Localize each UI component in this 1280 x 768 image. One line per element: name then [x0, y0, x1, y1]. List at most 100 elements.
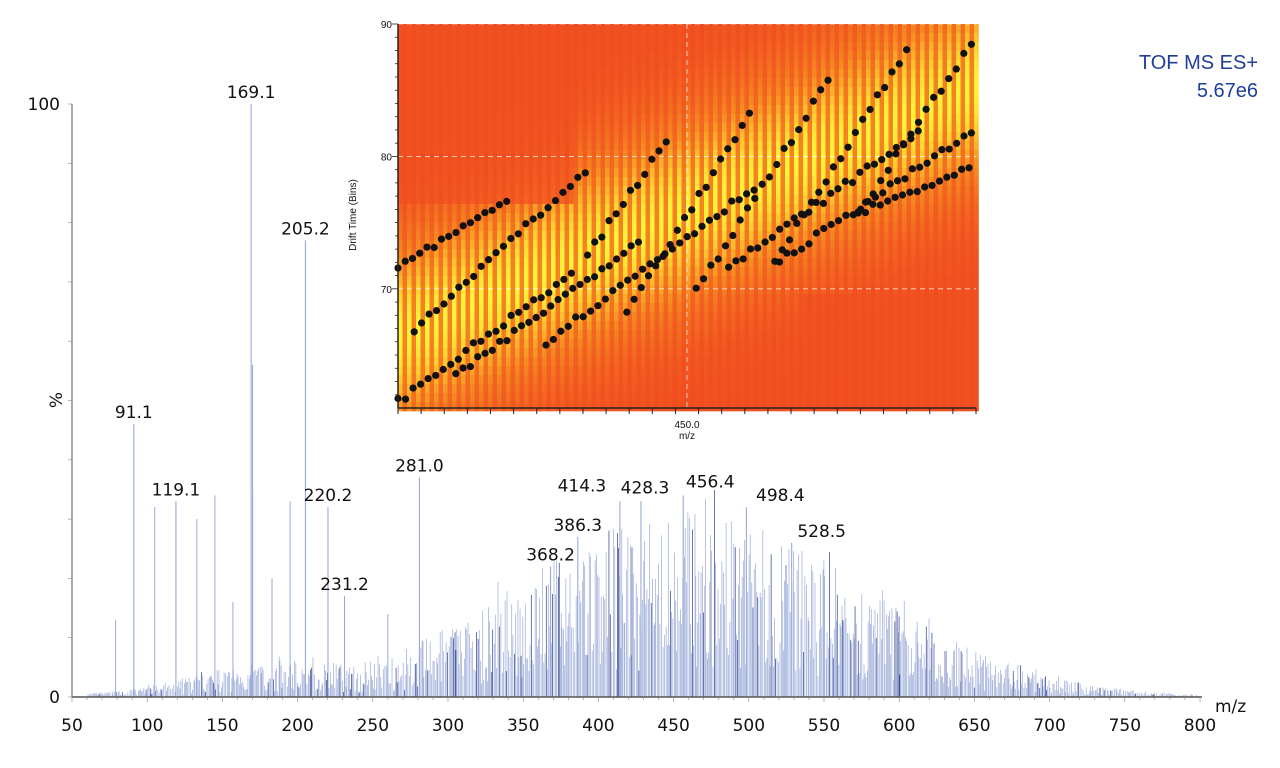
- heatmap-cell: [627, 375, 633, 385]
- heatmap-cell: [627, 42, 633, 52]
- heatmap-cell: [551, 312, 556, 322]
- heatmap-cell: [731, 321, 736, 331]
- heatmap-cell: [762, 168, 768, 178]
- heatmap-cell: [758, 249, 763, 259]
- heatmap-cell: [411, 204, 417, 214]
- heatmap-cell: [744, 393, 750, 403]
- heatmap-cell: [411, 24, 417, 34]
- heatmap-cell: [726, 348, 732, 358]
- heatmap-cell: [762, 60, 768, 70]
- heatmap-cell: [411, 141, 417, 151]
- heatmap-cell: [407, 132, 412, 142]
- heatmap-cell: [614, 114, 619, 124]
- heatmap-cell: [510, 42, 516, 52]
- heatmap-cell: [528, 222, 534, 232]
- heatmap-cell: [780, 393, 786, 403]
- x-tick-label: 600: [883, 716, 915, 736]
- heatmap-cell: [447, 258, 453, 268]
- heatmap-cell: [677, 204, 682, 214]
- heatmap-cell: [573, 240, 579, 250]
- heatmap-cell: [537, 303, 543, 313]
- heatmap-cell: [465, 240, 471, 250]
- heatmap-cell: [582, 150, 588, 160]
- heatmap-cell: [438, 141, 444, 151]
- heatmap-cell: [506, 168, 511, 178]
- heatmap-cell: [645, 168, 651, 178]
- heatmap-cell: [515, 78, 520, 88]
- heatmap-cell: [762, 312, 768, 322]
- heatmap-cell: [510, 339, 516, 349]
- heatmap-cell: [731, 213, 736, 223]
- heatmap-cell: [569, 294, 574, 304]
- heatmap-cell: [677, 96, 682, 106]
- heatmap-cell: [686, 132, 691, 142]
- heatmap-cell: [506, 141, 511, 151]
- heatmap-cell: [447, 96, 453, 106]
- heatmap-cell: [537, 258, 543, 268]
- heatmap-cell: [663, 357, 669, 367]
- heatmap-cell: [690, 105, 696, 115]
- heatmap-cell: [645, 249, 651, 259]
- heatmap-cell: [555, 141, 561, 151]
- heatmap-cell: [578, 285, 583, 295]
- heatmap-cell: [686, 51, 691, 61]
- heatmap-cell: [753, 132, 759, 142]
- heatmap-cell: [411, 249, 417, 259]
- heatmap-cell: [425, 114, 430, 124]
- heatmap-cell: [762, 177, 768, 187]
- heatmap-cell: [659, 294, 664, 304]
- heatmap-cell: [636, 321, 642, 331]
- heatmap-cell: [771, 195, 777, 205]
- heatmap-cell: [735, 33, 741, 43]
- heatmap-cell: [650, 267, 655, 277]
- heatmap-cell: [798, 132, 804, 142]
- heatmap-cell: [591, 159, 597, 169]
- heatmap-cell: [618, 222, 624, 232]
- heatmap-cell: [479, 249, 484, 259]
- heatmap-cell: [623, 402, 628, 412]
- heatmap-cell: [627, 339, 633, 349]
- heatmap-cell: [443, 213, 448, 223]
- heatmap-cell: [537, 285, 543, 295]
- heatmap-cell: [452, 213, 457, 223]
- heatmap-cell: [533, 123, 538, 133]
- heatmap-cell: [668, 348, 673, 358]
- heatmap-cell: [587, 222, 592, 232]
- heatmap-cell: [474, 150, 480, 160]
- heatmap-cell: [600, 114, 606, 124]
- heatmap-cell: [690, 375, 696, 385]
- heatmap-cell: [564, 312, 570, 322]
- heatmap-cell: [663, 168, 669, 178]
- heatmap-cell: [726, 177, 732, 187]
- heatmap-cell: [510, 267, 516, 277]
- heatmap-cell: [555, 69, 561, 79]
- heatmap-cell: [537, 114, 543, 124]
- heatmap-cell: [668, 123, 673, 133]
- heatmap-cell: [713, 249, 718, 259]
- heatmap-cell: [461, 195, 466, 205]
- heatmap-cell: [794, 258, 799, 268]
- heatmap-cell: [555, 303, 561, 313]
- heatmap-cell: [699, 105, 705, 115]
- heatmap-cell: [488, 150, 493, 160]
- heatmap-cell: [717, 348, 723, 358]
- heatmap-cell: [645, 285, 651, 295]
- heatmap-cell: [744, 195, 750, 205]
- heatmap-cell: [681, 267, 687, 277]
- heatmap-cell: [767, 177, 772, 187]
- heatmap-cell: [501, 312, 507, 322]
- heatmap-cell: [798, 51, 804, 61]
- heatmap-cell: [614, 393, 619, 403]
- heatmap-cell: [780, 132, 786, 142]
- heatmap-cell: [551, 141, 556, 151]
- heatmap-cell: [618, 186, 624, 196]
- heatmap-cell: [582, 114, 588, 124]
- heatmap-cell: [681, 276, 687, 286]
- heatmap-cell: [551, 348, 556, 358]
- heatmap-cell: [654, 42, 660, 52]
- heatmap-cell: [717, 312, 723, 322]
- heatmap-cell: [650, 159, 655, 169]
- heatmap-cell: [573, 375, 579, 385]
- heatmap-cell: [411, 222, 417, 232]
- heatmap-cell: [420, 159, 426, 169]
